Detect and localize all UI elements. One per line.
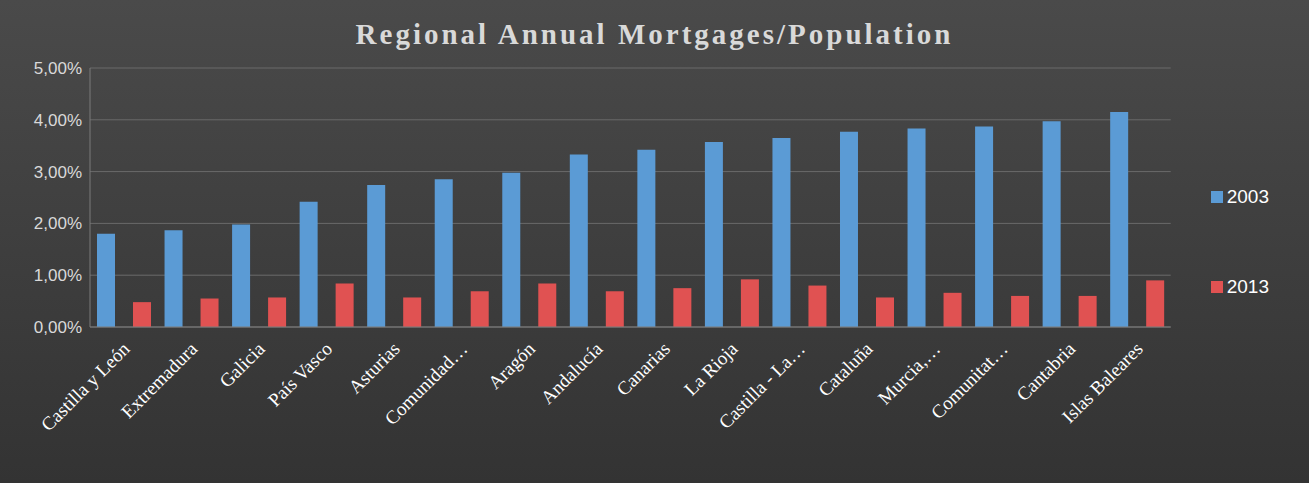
svg-text:0,00%: 0,00% [34,318,82,337]
svg-text:Cantabria: Cantabria [1012,338,1079,405]
svg-text:Cataluña: Cataluña [814,338,877,401]
svg-text:2,00%: 2,00% [34,214,82,233]
svg-text:Galicia: Galicia [215,338,269,392]
svg-text:Castilla y León: Castilla y León [37,338,134,435]
svg-text:Comunidad…: Comunidad… [380,338,471,429]
svg-text:Extremadura: Extremadura [117,338,202,423]
svg-text:5,00%: 5,00% [34,59,82,78]
svg-text:3,00%: 3,00% [34,163,82,182]
svg-text:4,00%: 4,00% [34,111,82,130]
svg-text:Castilla - La…: Castilla - La… [714,338,809,433]
svg-text:Asturias: Asturias [344,338,404,398]
svg-text:Canarias: Canarias [612,338,674,400]
html-text:2003: 2003 [1226,185,1269,207]
svg-text:La Rioja: La Rioja [680,338,742,400]
svg-text:Murcia,…: Murcia,… [874,338,944,408]
html-text:Regional Annual Mortgages/Popu: Regional Annual Mortgages/Population [355,18,954,50]
svg-text:País Vasco: País Vasco [264,338,336,410]
svg-text:Comunitat…: Comunitat… [927,338,1012,423]
svg-text:Aragón: Aragón [484,338,539,393]
svg-text:Andalucía: Andalucía [536,338,606,408]
svg-text:1,00%: 1,00% [34,266,82,285]
html-text:2013: 2013 [1226,275,1269,297]
svg-text:Islas Baleares: Islas Baleares [1058,338,1147,427]
